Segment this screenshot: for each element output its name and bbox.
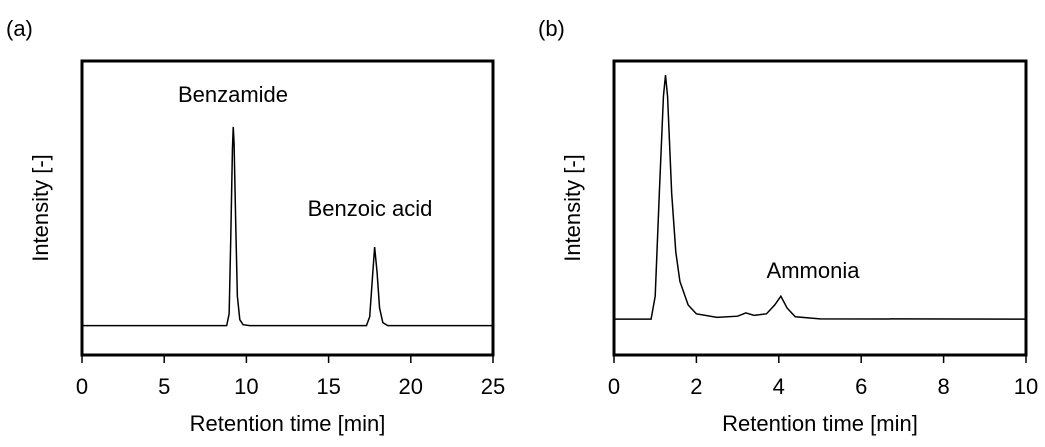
x-tick-label: 25 [481, 374, 505, 399]
plot-frame [612, 59, 1028, 357]
x-axis-label: Retention time [min] [722, 411, 918, 436]
x-tick-label: 0 [608, 374, 620, 399]
y-axis-label: Intensity [-] [28, 154, 53, 262]
x-tick-label: 5 [158, 374, 170, 399]
peak-annotation: Benzamide [178, 82, 288, 107]
chromatogram-line [614, 75, 1027, 320]
peak-annotation: Benzoic acid [308, 196, 433, 221]
x-axis-label: Retention time [min] [190, 411, 386, 436]
panel-label: (b) [538, 16, 565, 41]
x-tick-label: 8 [937, 374, 949, 399]
x-tick-label: 0 [76, 374, 88, 399]
peak-annotation: Ammonia [767, 258, 861, 283]
x-tick-label: 10 [234, 374, 258, 399]
plot-frame [80, 59, 495, 357]
panel-label: (a) [6, 16, 33, 41]
y-axis-label: Intensity [-] [560, 154, 585, 262]
x-tick-label: 2 [690, 374, 702, 399]
x-tick-label: 4 [773, 374, 785, 399]
chromatogram-line [82, 126, 493, 327]
x-tick-label: 10 [1014, 374, 1038, 399]
x-tick-label: 20 [399, 374, 423, 399]
x-tick-label: 15 [316, 374, 340, 399]
x-tick-label: 6 [855, 374, 867, 399]
